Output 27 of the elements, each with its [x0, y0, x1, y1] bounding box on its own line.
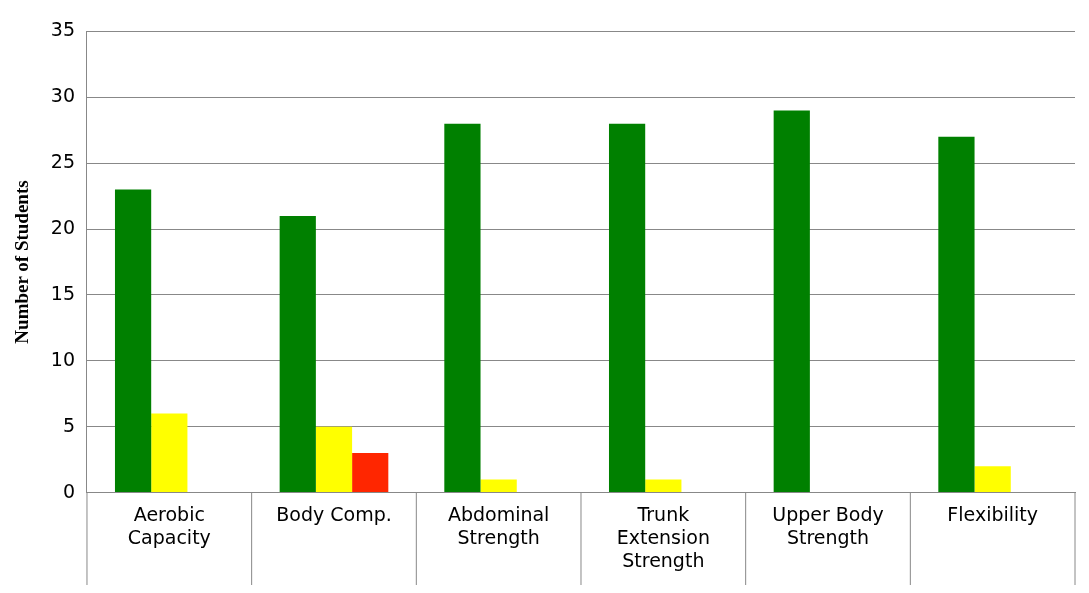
bar [114, 189, 152, 493]
bar [315, 426, 353, 493]
y-tick-label: 35 [50, 18, 75, 41]
bar [645, 479, 682, 493]
y-tick-label: 15 [50, 281, 75, 304]
bar [773, 110, 810, 493]
x-tick-label: Upper Body Strength [772, 502, 884, 548]
x-tick-label: Trunk Extension Strength [616, 502, 710, 571]
bar [608, 123, 646, 493]
y-tick-label: 30 [50, 84, 75, 107]
x-tick-label: Flexibility [947, 502, 1039, 525]
y-tick-label: 0 [62, 479, 75, 502]
y-tick-label: 25 [50, 150, 75, 173]
bar [444, 123, 481, 493]
bar [480, 479, 517, 493]
bar [279, 215, 316, 493]
y-tick-label: 10 [50, 347, 75, 370]
bar [151, 413, 188, 493]
bar [974, 466, 1011, 493]
x-tick-label: Abdominal Strength [447, 502, 550, 548]
bar [352, 453, 389, 493]
y-tick-label: 5 [62, 413, 75, 436]
y-tick-label: 20 [50, 215, 75, 238]
x-tick-label: Body Comp. [276, 502, 392, 525]
y-axis-title: Number of Students [11, 180, 33, 344]
bar [938, 136, 975, 493]
x-tick-label: Aerobic Capacity [127, 502, 211, 548]
